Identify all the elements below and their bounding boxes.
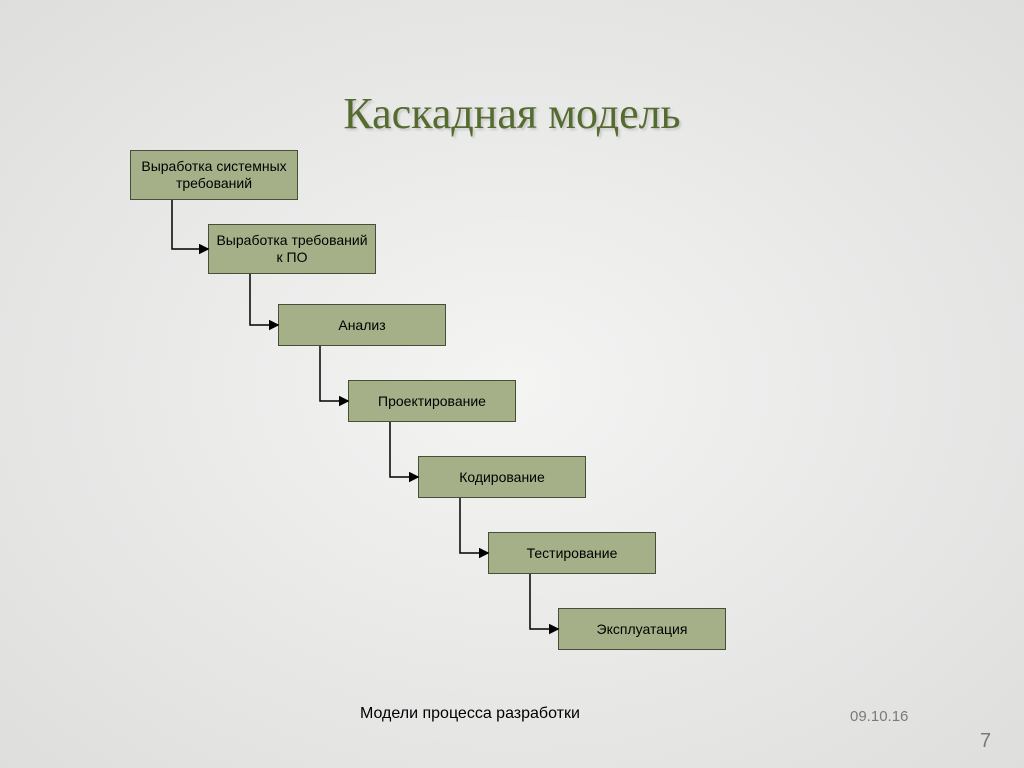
arrow (172, 200, 208, 249)
arrow (390, 422, 418, 477)
stage-design: Проектирование (348, 380, 516, 422)
arrow (460, 498, 488, 553)
slide: Каскадная модель Выработка системных тре… (0, 0, 1024, 768)
footer-page-number: 7 (980, 730, 991, 753)
footer-caption: Модели процесса разработки (360, 705, 580, 723)
stage-coding: Кодирование (418, 456, 586, 498)
footer-date: 09.10.16 (850, 708, 908, 725)
slide-title: Каскадная модель (0, 88, 1024, 139)
arrow (250, 274, 278, 325)
stage-testing: Тестирование (488, 532, 656, 574)
stage-analysis: Анализ (278, 304, 446, 346)
stage-operation: Эксплуатация (558, 608, 726, 650)
arrow (320, 346, 348, 401)
arrow (530, 574, 558, 629)
stage-system-requirements: Выработка системных требований (130, 150, 298, 200)
stage-software-requirements: Выработка требований к ПО (208, 224, 376, 274)
